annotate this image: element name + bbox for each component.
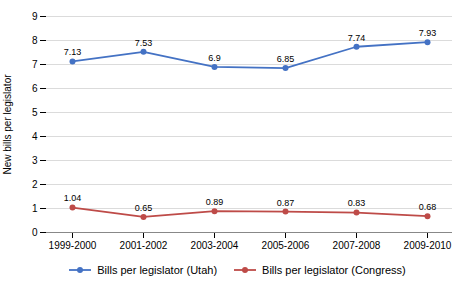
svg-text:7.93: 7.93 xyxy=(419,28,437,38)
svg-text:3: 3 xyxy=(32,155,38,166)
svg-text:7: 7 xyxy=(32,59,38,70)
svg-text:7.53: 7.53 xyxy=(135,38,153,48)
svg-text:0.68: 0.68 xyxy=(419,202,437,212)
svg-text:6.85: 6.85 xyxy=(277,54,295,64)
svg-text:2003-2004: 2003-2004 xyxy=(191,240,239,251)
svg-text:2001-2002: 2001-2002 xyxy=(120,240,168,251)
svg-text:0.89: 0.89 xyxy=(206,197,224,207)
svg-text:7.74: 7.74 xyxy=(348,33,366,43)
svg-text:0.87: 0.87 xyxy=(277,198,295,208)
svg-text:0.65: 0.65 xyxy=(135,203,153,213)
svg-text:8: 8 xyxy=(32,35,38,46)
svg-text:1.04: 1.04 xyxy=(64,193,82,203)
svg-text:4: 4 xyxy=(32,131,38,142)
html-text:Bills per legislator (Congress: Bills per legislator (Congress) xyxy=(262,264,406,276)
svg-text:7.13: 7.13 xyxy=(64,47,82,57)
svg-text:New bills per legislator: New bills per legislator xyxy=(2,74,13,175)
svg-text:0.83: 0.83 xyxy=(348,198,366,208)
svg-text:2: 2 xyxy=(32,179,38,190)
svg-text:5: 5 xyxy=(32,107,38,118)
svg-text:1999-2000: 1999-2000 xyxy=(49,240,97,251)
svg-text:2005-2006: 2005-2006 xyxy=(262,240,310,251)
svg-text:2009-2010: 2009-2010 xyxy=(404,240,452,251)
svg-text:1: 1 xyxy=(32,203,38,214)
html-text:Bills per legislator (Utah): Bills per legislator (Utah) xyxy=(97,264,218,276)
svg-text:2007-2008: 2007-2008 xyxy=(333,240,381,251)
svg-text:6.9: 6.9 xyxy=(208,53,221,63)
svg-text:6: 6 xyxy=(32,83,38,94)
svg-text:0: 0 xyxy=(32,227,38,238)
svg-text:9: 9 xyxy=(32,11,38,22)
